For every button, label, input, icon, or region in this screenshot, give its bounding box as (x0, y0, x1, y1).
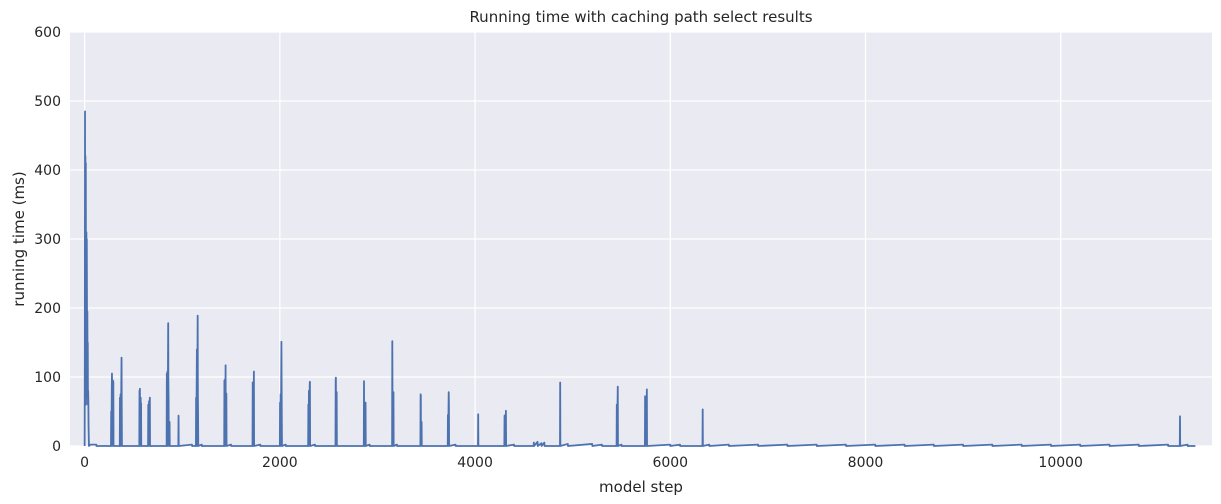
y-tick-label: 100 (34, 370, 61, 386)
series-layer (83, 110, 1196, 447)
chart-title: Running time with caching path select re… (469, 8, 812, 26)
y-tick-label: 300 (34, 232, 61, 248)
x-tick-label: 4000 (457, 455, 493, 471)
y-tick-label: 600 (34, 25, 61, 41)
tick-labels: 0 2000 4000 6000 8000 10000 0 100 200 300 400 500 60… (34, 25, 1083, 471)
y-tick-label: 400 (34, 163, 61, 179)
x-tick-label: 6000 (652, 455, 688, 471)
x-tick-label: 10000 (1038, 455, 1083, 471)
x-tick-label: 2000 (262, 455, 298, 471)
y-tick-label: 500 (34, 94, 61, 110)
x-tick-label: 8000 (848, 455, 884, 471)
x-tick-label: 0 (80, 455, 89, 471)
x-axis-title: model step (599, 478, 683, 496)
y-tick-label: 0 (52, 439, 61, 455)
series-line-1 (83, 110, 1196, 447)
y-axis-title: running time (ms) (10, 171, 28, 306)
y-tick-label: 200 (34, 301, 61, 317)
